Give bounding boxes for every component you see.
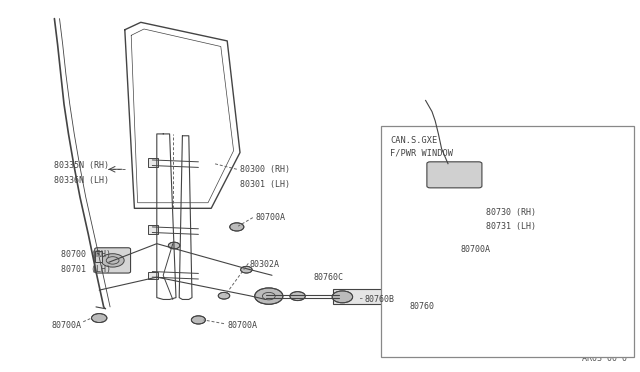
Bar	[148, 158, 158, 167]
Text: 80335N (RH): 80335N (RH)	[54, 161, 109, 170]
Text: 80700A: 80700A	[256, 213, 286, 222]
Text: 80760B: 80760B	[365, 295, 395, 304]
Text: 80760: 80760	[410, 302, 435, 311]
Text: 80300 (RH): 80300 (RH)	[240, 165, 290, 174]
Circle shape	[241, 266, 252, 273]
Text: 80731 (LH): 80731 (LH)	[486, 222, 536, 231]
Bar	[333, 289, 387, 304]
Text: 80700A: 80700A	[227, 321, 257, 330]
Text: CAN.S.GXE
F/PWR WINDOW: CAN.S.GXE F/PWR WINDOW	[390, 136, 453, 158]
Circle shape	[218, 292, 230, 299]
Text: 80730 (RH): 80730 (RH)	[486, 208, 536, 217]
Circle shape	[230, 223, 244, 231]
Text: 80700A: 80700A	[461, 245, 491, 254]
Circle shape	[444, 169, 465, 181]
Text: 80301 (LH): 80301 (LH)	[240, 180, 290, 189]
FancyBboxPatch shape	[427, 162, 482, 188]
Bar	[148, 225, 158, 234]
Bar	[381, 126, 634, 357]
Circle shape	[421, 212, 434, 219]
Text: 80701 (LH): 80701 (LH)	[61, 265, 111, 274]
Circle shape	[332, 291, 353, 303]
Text: 80700 (RH): 80700 (RH)	[61, 250, 111, 259]
Bar	[148, 272, 158, 279]
Circle shape	[92, 314, 107, 323]
Text: 80336N (LH): 80336N (LH)	[54, 176, 109, 185]
Circle shape	[191, 316, 205, 324]
Text: AR03*00 0: AR03*00 0	[582, 354, 627, 363]
FancyBboxPatch shape	[95, 248, 131, 273]
Circle shape	[290, 292, 305, 301]
Circle shape	[101, 254, 124, 267]
Circle shape	[255, 288, 283, 304]
Text: 80760C: 80760C	[314, 273, 344, 282]
Text: 80700A: 80700A	[51, 321, 81, 330]
Bar	[95, 251, 102, 262]
Text: 80302A: 80302A	[250, 260, 280, 269]
Circle shape	[168, 242, 180, 249]
